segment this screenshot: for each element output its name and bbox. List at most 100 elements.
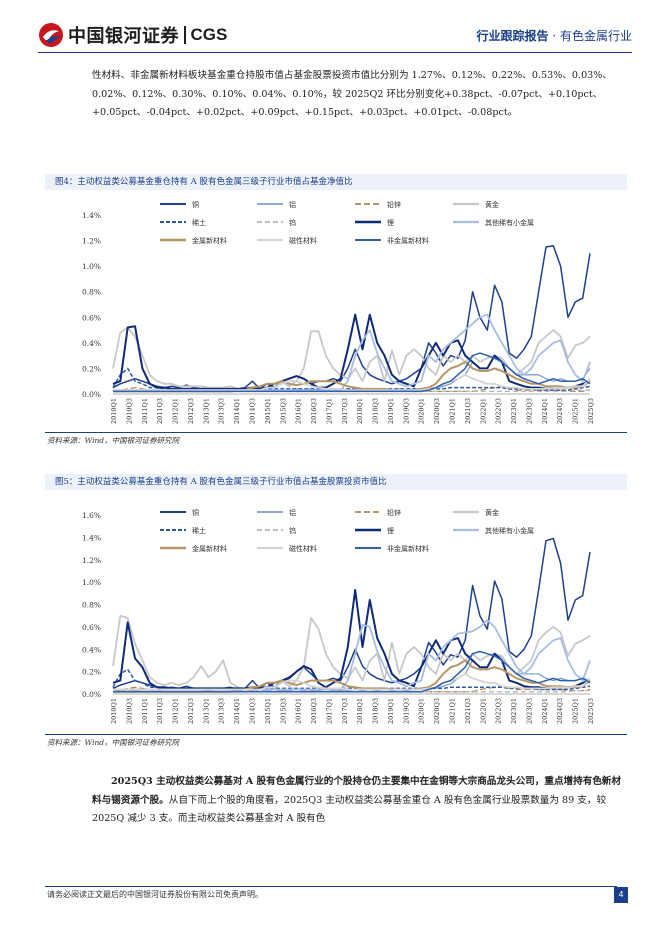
industry-name: 有色金属行业: [559, 29, 632, 43]
y-tick-label: 0.6%: [82, 313, 101, 322]
x-tick-label: 2023Q3: [525, 698, 533, 724]
legend-item: 黄金: [453, 200, 499, 209]
y-tick-label: 1.2%: [82, 237, 101, 246]
legend-item: 其他稀有小金属: [453, 218, 534, 227]
legend-item: 铝: [257, 200, 296, 209]
body-paragraph-text: 从自下而上个股的角度看，2025Q3 主动权益类公募基金重仓 A 股有色金属行业…: [92, 794, 607, 825]
x-tick-label: 2019Q3: [402, 698, 410, 724]
legend-item: 稀土: [160, 526, 206, 535]
body-paragraph: 2025Q3 主动权益类公募基对 A 股有色金属行业的个股持仓仍主要集中在金铜等…: [92, 773, 627, 829]
legend-label: 铜: [192, 508, 199, 517]
legend-item: 金属新材料: [160, 544, 227, 553]
y-tick-label: 0.8%: [82, 601, 101, 610]
legend-label: 金属新材料: [192, 236, 227, 245]
x-tick-label: 2024Q3: [556, 698, 564, 724]
x-tick-label: 2017Q1: [325, 698, 333, 724]
intro-paragraph: 性材料、非金属新材料板块基金重仓持股市值占基金股票投资市值比分别为 1.27%、…: [92, 70, 612, 119]
x-tick-label: 2020Q1: [418, 398, 426, 424]
brand-logo: 中国银河证券 CGS: [38, 22, 227, 48]
x-tick-label: 2018Q1: [356, 398, 364, 424]
legend-label: 钨: [289, 526, 296, 535]
x-tick-label: 2011Q3: [156, 698, 164, 724]
brand-name-en: CGS: [190, 25, 228, 44]
report-type: 行业跟踪报告: [476, 29, 549, 43]
legend-item: 钨: [257, 526, 296, 535]
x-tick-label: 2018Q1: [356, 698, 364, 724]
x-tick-label: 2017Q3: [341, 698, 349, 724]
x-tick-label: 2010Q3: [125, 698, 133, 724]
y-tick-label: 0.4%: [82, 339, 101, 348]
legend-item: 磁性材料: [257, 236, 317, 245]
x-tick-label: 2021Q3: [464, 398, 472, 424]
x-tick-label: 2016Q3: [310, 398, 318, 424]
x-tick-label: 2020Q3: [433, 398, 441, 424]
x-tick-label: 2019Q1: [387, 698, 395, 724]
x-tick-label: 2019Q1: [387, 398, 395, 424]
y-tick-label: 0.4%: [82, 645, 101, 654]
x-tick-label: 2016Q1: [295, 698, 303, 724]
x-tick-label: 2022Q1: [479, 698, 487, 724]
x-tick-label: 2020Q1: [418, 698, 426, 724]
legend-item: 铜: [160, 200, 199, 209]
x-tick-label: 2011Q3: [156, 398, 164, 424]
x-tick-label: 2025Q3: [587, 398, 595, 424]
report-header: 行业跟踪报告 · 有色金属行业: [476, 27, 632, 44]
y-tick-label: 0.6%: [82, 623, 101, 632]
x-tick-label: 2019Q3: [402, 398, 410, 424]
y-tick-label: 0.2%: [82, 668, 101, 677]
x-tick-label: 2010Q1: [110, 698, 118, 724]
x-tick-label: 2018Q3: [372, 698, 380, 724]
header-rule: [38, 52, 632, 53]
legend-item: 非金属新材料: [355, 236, 429, 245]
x-tick-label: 2012Q1: [172, 698, 180, 724]
legend-label: 磁性材料: [289, 236, 317, 245]
series-line-锂: [112, 589, 591, 690]
header-dot: ·: [552, 29, 557, 43]
x-tick-label: 2017Q1: [325, 398, 333, 424]
series-line-非金属新材料: [113, 650, 591, 693]
legend-label: 钨: [289, 218, 296, 227]
figure5-rule: [45, 734, 627, 735]
legend-label: 铜: [192, 200, 199, 209]
x-tick-label: 2020Q3: [433, 698, 441, 724]
legend-item: 铅锌: [355, 200, 401, 209]
legend-item: 钨: [257, 218, 296, 227]
legend-label: 黄金: [485, 508, 499, 517]
brand-separator: [184, 26, 186, 44]
x-tick-label: 2016Q1: [295, 398, 303, 424]
x-tick-label: 2012Q3: [187, 398, 195, 424]
x-tick-label: 2010Q1: [110, 398, 118, 424]
legend-label: 锂: [387, 218, 394, 227]
y-tick-label: 0.2%: [82, 364, 101, 373]
x-tick-label: 2016Q3: [310, 698, 318, 724]
legend-label: 其他稀有小金属: [485, 526, 534, 535]
y-tick-label: 0.0%: [82, 690, 101, 699]
x-tick-label: 2014Q1: [233, 698, 241, 724]
x-tick-label: 2025Q3: [587, 698, 595, 724]
x-tick-label: 2011Q1: [141, 698, 149, 724]
x-tick-label: 2023Q3: [525, 398, 533, 424]
x-tick-label: 2018Q3: [372, 398, 380, 424]
x-tick-label: 2012Q1: [172, 398, 180, 424]
x-tick-label: 2014Q3: [248, 698, 256, 724]
x-tick-label: 2012Q3: [187, 698, 195, 724]
x-tick-label: 2025Q1: [572, 698, 580, 724]
y-tick-label: 1.4%: [82, 211, 101, 220]
x-tick-label: 2015Q3: [279, 398, 287, 424]
body-paragraph-bold: 2025Q3 主动权益类公募基对 A 股有色金属行业的个股持仓仍主要集中在金铜等…: [92, 776, 622, 806]
y-tick-label: 1.2%: [82, 556, 101, 565]
brand-name-cn: 中国银河证券: [68, 26, 179, 47]
figure5-chart: 0.0% 0.2% 0.4% 0.6% 0.8% 1.0% 1.2% 1.4% 1.6% 2010…: [82, 508, 595, 724]
legend-label: 锂: [387, 526, 394, 535]
legend-label: 其他稀有小金属: [485, 218, 534, 227]
x-tick-label: 2022Q3: [495, 698, 503, 724]
legend-item: 锂: [355, 526, 394, 535]
cgs-logo-icon: [39, 23, 63, 47]
y-tick-label: 1.0%: [82, 578, 101, 587]
x-tick-label: 2013Q1: [202, 398, 210, 424]
series-line-磁性材料: [113, 373, 591, 392]
legend-item: 黄金: [453, 508, 499, 517]
x-tick-label: 2014Q1: [233, 398, 241, 424]
legend-item: 铜: [160, 508, 199, 517]
series-line-锂: [112, 313, 591, 390]
